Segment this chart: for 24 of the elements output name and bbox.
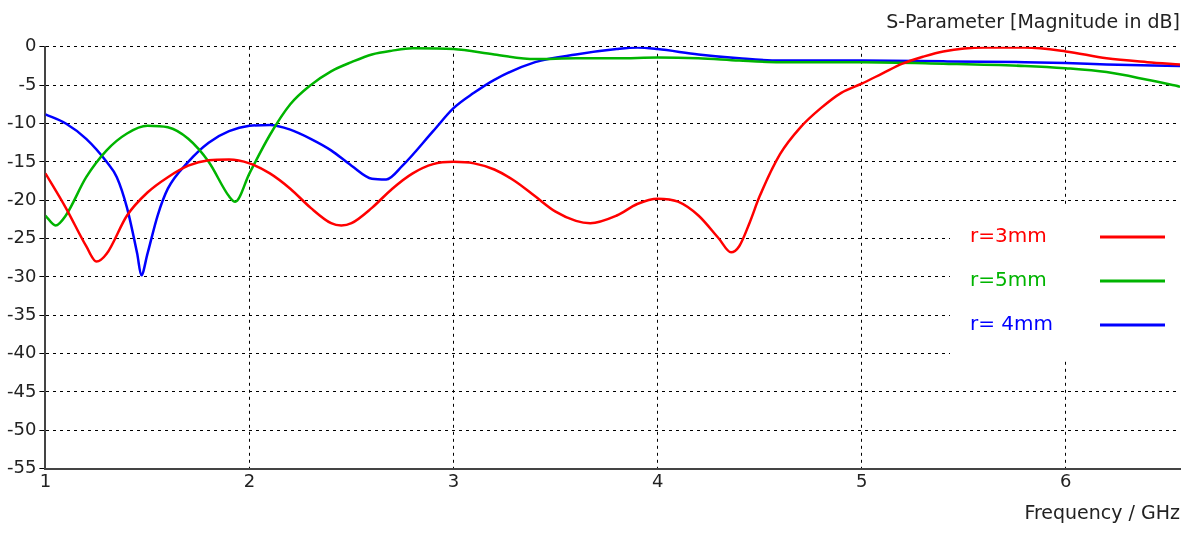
x-tick-label: 1 xyxy=(39,470,52,492)
y-tick-label: -25 xyxy=(6,226,37,248)
y-tick-label: -15 xyxy=(6,149,37,171)
x-tick-label: 6 xyxy=(1060,470,1072,492)
y-tick-label: -20 xyxy=(6,187,37,209)
x-axis-title: Frequency / GHz xyxy=(1024,500,1181,523)
y-tick-label: 0 xyxy=(24,34,37,56)
x-tick-label: 4 xyxy=(651,470,664,492)
legend-label: r= 4mm xyxy=(970,311,1054,336)
text: r=3mm xyxy=(970,223,1047,248)
y-tick-label: -40 xyxy=(6,341,37,363)
y-tick-label: -55 xyxy=(6,456,37,478)
y-tick-label: -10 xyxy=(6,111,37,133)
y-tick-label: -45 xyxy=(6,379,37,401)
chart-title: S-Parameter [Magnitude in dB] xyxy=(886,10,1180,33)
line-series xyxy=(45,47,1180,227)
text: r=5mm xyxy=(970,267,1047,292)
y-tick-label: -50 xyxy=(6,417,37,439)
x-tick-label: 2 xyxy=(243,470,256,492)
y-tick-label: -35 xyxy=(6,302,37,324)
x-tick-label: 3 xyxy=(447,470,460,492)
y-tick-label: -30 xyxy=(6,264,37,286)
y-tick-label: -5 xyxy=(18,72,37,94)
x-tick-label: 5 xyxy=(855,470,868,492)
